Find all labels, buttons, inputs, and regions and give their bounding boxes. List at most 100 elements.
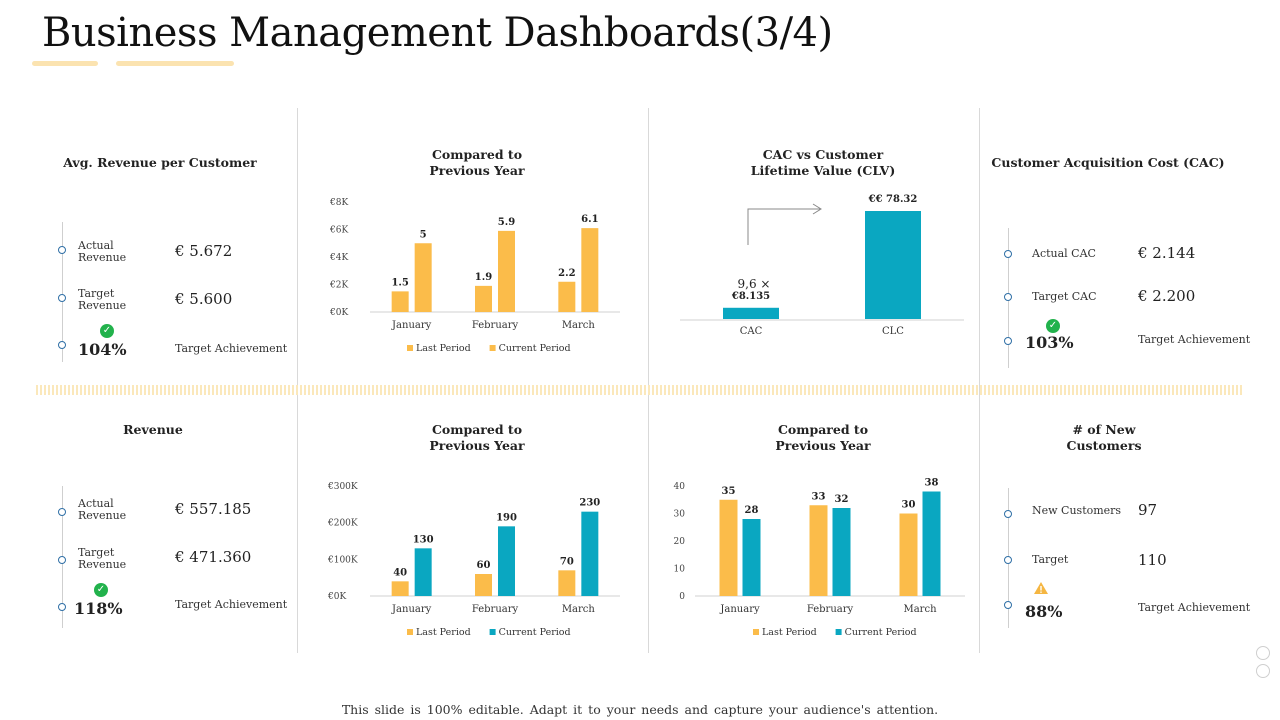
chart3-title: Compared to Previous Year bbox=[429, 422, 525, 453]
data-label: 30 bbox=[902, 500, 916, 511]
actual-cac-value: € 2.144 bbox=[1138, 244, 1196, 262]
target-revenue-value: € 5.600 bbox=[175, 290, 233, 308]
data-label: 38 bbox=[925, 478, 939, 489]
x-tick-label: March bbox=[903, 604, 937, 615]
target-cac-value: € 2.200 bbox=[1138, 287, 1196, 305]
data-label: 5 bbox=[420, 229, 427, 240]
achievement-label: Target Achievement bbox=[1138, 601, 1251, 614]
legend-label: Current Period bbox=[499, 343, 571, 354]
data-label: 32 bbox=[835, 494, 849, 505]
title-underline-left bbox=[32, 61, 98, 66]
bar-current-period bbox=[414, 243, 432, 312]
legend-swatch bbox=[753, 629, 759, 635]
data-label: 230 bbox=[579, 498, 600, 509]
check-icon: ✓ bbox=[100, 324, 114, 338]
data-label: €€ 78.32 bbox=[868, 194, 918, 205]
achievement-percent: 118% bbox=[74, 599, 123, 618]
chart4-title: Compared to Previous Year bbox=[775, 422, 871, 453]
nav-ring[interactable] bbox=[1256, 646, 1270, 660]
timeline-dot bbox=[1004, 556, 1012, 564]
data-label: 40 bbox=[393, 567, 407, 578]
x-tick-label: March bbox=[562, 604, 596, 615]
data-label: 1.5 bbox=[391, 277, 408, 288]
check-icon: ✓ bbox=[1046, 319, 1060, 333]
timeline-dot bbox=[1004, 337, 1012, 345]
legend-swatch bbox=[489, 629, 496, 635]
divider-3 bbox=[979, 108, 980, 653]
timeline-dot bbox=[1004, 601, 1012, 609]
chart2-title: CAC vs Customer Lifetime Value (CLV) bbox=[750, 147, 896, 178]
target-label: Target bbox=[1032, 553, 1069, 566]
legend-label: Last Period bbox=[762, 627, 817, 638]
data-label: 33 bbox=[812, 491, 826, 502]
bar-last-period bbox=[475, 574, 492, 596]
legend-swatch bbox=[407, 345, 413, 351]
timeline-dot bbox=[58, 294, 66, 302]
x-tick-label: March bbox=[562, 320, 596, 331]
timeline-dot bbox=[58, 246, 66, 254]
y-tick-label: €200K bbox=[327, 519, 358, 529]
legend-swatch bbox=[407, 629, 413, 635]
y-tick-label: €0K bbox=[329, 308, 348, 318]
divider-1 bbox=[297, 108, 298, 653]
actual-revenue-value: € 5.672 bbox=[175, 242, 233, 260]
bar-last-period bbox=[391, 581, 409, 596]
chart-previous-year-2: €0K €100K €200K €300K 40 130 January 60 190 Febru… bbox=[327, 482, 620, 638]
bar-current-period bbox=[498, 526, 515, 596]
bar-current-period bbox=[922, 491, 941, 596]
bar-last-period bbox=[558, 570, 576, 596]
legend-label: Current Period bbox=[845, 627, 917, 638]
achievement-percent: 88% bbox=[1025, 602, 1063, 621]
actual-revenue-label: Actual Revenue bbox=[78, 239, 127, 264]
data-label: 2.2 bbox=[558, 268, 575, 279]
data-label: 1.9 bbox=[475, 272, 492, 283]
legend-label: Last Period bbox=[416, 343, 471, 354]
timeline-dot bbox=[1004, 293, 1012, 301]
legend-swatch bbox=[835, 629, 842, 635]
bar-cac bbox=[723, 307, 779, 319]
bar-last-period bbox=[719, 499, 738, 596]
bar-current-period bbox=[832, 508, 851, 596]
bar-last-period bbox=[558, 281, 576, 312]
cac-title: Customer Acquisition Cost (CAC) bbox=[991, 155, 1225, 170]
y-tick-label: 10 bbox=[674, 565, 686, 575]
nav-ring[interactable] bbox=[1256, 664, 1270, 678]
x-tick-label: CAC bbox=[740, 326, 763, 337]
data-label: 130 bbox=[413, 534, 434, 545]
data-label: 190 bbox=[496, 512, 517, 523]
timeline-dot bbox=[1004, 510, 1012, 518]
target-revenue-value: € 471.360 bbox=[175, 548, 252, 566]
data-label: 35 bbox=[722, 486, 736, 497]
warning-icon bbox=[1034, 582, 1048, 594]
target-revenue-label: Target Revenue bbox=[78, 287, 127, 312]
y-tick-label: €100K bbox=[327, 555, 358, 565]
target-revenue-label: Target Revenue bbox=[78, 546, 127, 571]
achievement-label: Target Achievement bbox=[175, 598, 288, 611]
x-tick-label: January bbox=[719, 604, 760, 615]
legend-label: Last Period bbox=[416, 627, 471, 638]
arrow-line bbox=[747, 208, 820, 245]
y-tick-label: 40 bbox=[674, 482, 686, 492]
bar-last-period bbox=[475, 285, 492, 312]
bar-last-period bbox=[899, 513, 918, 596]
x-tick-label: February bbox=[807, 604, 854, 615]
revenue-title: Revenue bbox=[123, 422, 183, 437]
x-tick-label: January bbox=[391, 320, 432, 331]
title-underline-right bbox=[116, 61, 234, 66]
divider-2 bbox=[648, 108, 649, 653]
x-tick-label: January bbox=[391, 604, 432, 615]
achievement-label: Target Achievement bbox=[1138, 333, 1251, 346]
bar-current-period bbox=[498, 230, 515, 312]
timeline-dot bbox=[58, 341, 66, 349]
target-value: 110 bbox=[1138, 551, 1167, 569]
timeline-line bbox=[62, 222, 63, 362]
bar-current-period bbox=[742, 519, 761, 596]
data-label: 70 bbox=[560, 556, 574, 567]
bar-current-period bbox=[581, 511, 599, 596]
achievement-label: Target Achievement bbox=[175, 342, 288, 355]
x-tick-label: February bbox=[472, 604, 519, 615]
x-tick-label: February bbox=[472, 320, 519, 331]
actual-revenue-label: Actual Revenue bbox=[78, 497, 127, 522]
new-customers-value: 97 bbox=[1138, 501, 1158, 519]
timeline-dot bbox=[58, 556, 66, 564]
